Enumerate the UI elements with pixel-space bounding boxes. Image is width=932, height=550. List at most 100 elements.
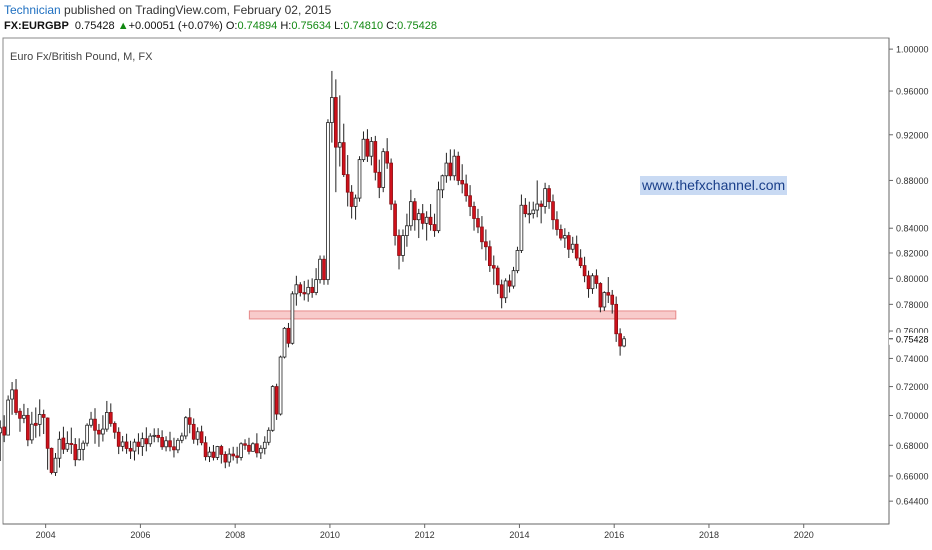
- chart-title: Euro Fx/British Pound, M, FX: [10, 51, 153, 63]
- candle-down: [412, 201, 417, 221]
- candle-down: [349, 191, 354, 207]
- candle-up: [148, 435, 153, 445]
- watermark-link[interactable]: www.thefxchannel.com: [640, 176, 788, 195]
- candle-down: [97, 429, 101, 435]
- candle-down: [365, 138, 370, 157]
- close-label: C:: [386, 20, 398, 32]
- candle-down: [448, 162, 453, 177]
- candle-up: [105, 412, 109, 430]
- candle-up: [262, 441, 267, 449]
- x-tick-label: 2014: [509, 530, 529, 540]
- candle-down: [310, 286, 314, 293]
- chart-header: Technician published on TradingView.com,…: [0, 0, 932, 38]
- candle-down: [341, 142, 346, 176]
- last-price-label: 0.75428: [74, 20, 115, 32]
- change-arrow-icon: ▲: [117, 20, 129, 32]
- candle-up: [195, 431, 200, 440]
- x-tick-label: 2018: [699, 530, 719, 540]
- candle-up: [251, 443, 255, 452]
- candle-down: [33, 422, 38, 426]
- price-axis[interactable]: [889, 38, 930, 524]
- candle-down: [187, 417, 192, 425]
- candle-down: [606, 292, 611, 296]
- candle-down: [18, 410, 22, 419]
- candle-down: [302, 292, 307, 295]
- candle-up: [416, 213, 421, 221]
- y-tick-label: 0.92000: [896, 130, 929, 140]
- candle-up: [183, 417, 188, 437]
- y-tick-label: 0.82000: [896, 248, 929, 258]
- open-value: 0.74894: [237, 20, 278, 32]
- candle-down: [144, 438, 149, 445]
- candle-up: [527, 213, 532, 216]
- candle-down: [495, 267, 500, 286]
- candle-down: [385, 151, 389, 164]
- candle-up: [227, 453, 232, 463]
- candle-up: [85, 424, 89, 444]
- time-axis[interactable]: [3, 524, 889, 546]
- candle-down: [231, 453, 236, 457]
- candle-up: [89, 418, 93, 426]
- candle-down: [73, 444, 78, 461]
- candle-down: [243, 443, 247, 446]
- candle-up: [515, 250, 520, 272]
- candle-down: [523, 204, 528, 215]
- y-tick-label: 0.74000: [896, 354, 929, 364]
- y-tick-label: 0.84000: [896, 224, 929, 234]
- candle-up: [164, 440, 168, 448]
- candle-up: [436, 189, 441, 232]
- candle-down: [219, 446, 224, 455]
- low-value: 0.74810: [343, 20, 384, 32]
- candle-up: [81, 442, 85, 450]
- candle-down: [298, 284, 303, 293]
- candle-down: [555, 219, 559, 230]
- candle-down: [191, 423, 196, 440]
- candle-up: [30, 423, 34, 441]
- y-tick-label: 0.88000: [896, 176, 929, 186]
- candle-up: [278, 356, 283, 415]
- candle-up: [337, 142, 342, 148]
- candle-up: [239, 443, 243, 458]
- candle-up: [140, 438, 145, 447]
- candle-up: [318, 258, 322, 281]
- symbol-label[interactable]: FX:EURGBP: [4, 20, 69, 32]
- candle-down: [397, 235, 401, 256]
- support-zone: [248, 310, 677, 320]
- candle-up: [77, 448, 82, 461]
- candle-down: [223, 453, 228, 463]
- candle-down: [393, 203, 397, 236]
- candle-down: [539, 203, 543, 207]
- last-price-marker: [889, 332, 930, 345]
- candle-down: [618, 333, 622, 347]
- candle-down: [582, 265, 587, 277]
- low-label: L:: [334, 20, 344, 32]
- candle-down: [377, 171, 382, 188]
- author-link[interactable]: Technician: [4, 3, 61, 17]
- x-tick-label: 2004: [36, 530, 56, 540]
- y-tick-label: 0.80000: [896, 274, 929, 284]
- y-tick-label: 0.70000: [896, 411, 929, 421]
- candle-down: [255, 443, 259, 454]
- y-tick-label: 0.68000: [896, 441, 929, 451]
- candle-down: [373, 141, 378, 173]
- open-label: O:: [225, 20, 238, 32]
- candle-up: [369, 141, 374, 157]
- x-tick-label: 2012: [415, 530, 435, 540]
- candle-down: [61, 437, 66, 450]
- ohlc-info: FX:EURGBP 0.75428 ▲+0.00051 (+0.07%) O:0…: [4, 20, 437, 32]
- candle-down: [586, 275, 591, 290]
- candle-up: [381, 151, 386, 188]
- y-axis-ticks: 1.00000 0.96000 0.92000 0.88000 0.84000 0.820…: [889, 45, 930, 507]
- candle-up: [10, 389, 14, 400]
- candle-up: [207, 451, 212, 458]
- candle-up: [152, 434, 157, 437]
- support-zone-layer: [248, 310, 677, 320]
- candle-down: [484, 241, 488, 248]
- candle-down: [235, 455, 239, 458]
- candle-up: [590, 275, 595, 290]
- candle-down: [124, 441, 129, 449]
- candle-up: [330, 97, 334, 123]
- candle-up: [519, 204, 524, 251]
- candle-up: [409, 201, 413, 227]
